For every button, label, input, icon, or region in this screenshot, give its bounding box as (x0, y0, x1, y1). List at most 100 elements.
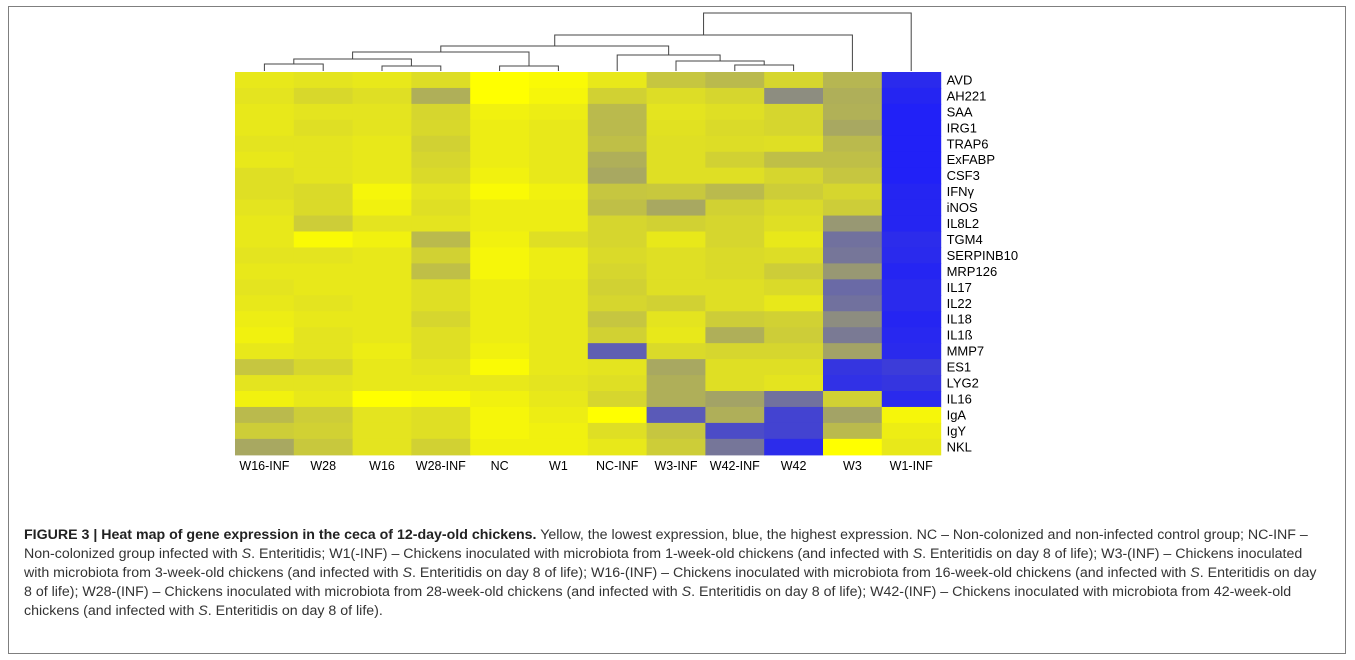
heatmap-cell-IL8L2-W3-INF (646, 215, 706, 233)
heatmap-cell-iNOS-W42-INF (705, 199, 765, 217)
heatmap-cell-IL1ß-W1-INF (881, 327, 942, 344)
heatmap-cell-MRP126-W3 (823, 263, 883, 280)
heatmap-cell-IL16-W3-INF (646, 391, 706, 408)
heatmap-cell-IL1ß-W3-INF (646, 327, 706, 344)
heatmap-cell-NKL-W28-INF (411, 438, 471, 456)
heatmap-cell-IgA-NC-INF (587, 406, 648, 424)
heatmap-cell-NKL-W1-INF (881, 438, 942, 456)
heatmap-cell-TGM4-W3 (823, 231, 883, 249)
heatmap-cell-IL18-W16 (352, 311, 412, 328)
column-label-NC-INF: NC-INF (596, 459, 639, 473)
heatmap-cell-IL18-NC (470, 311, 530, 328)
heatmap-cell-IL8L2-W42-INF (705, 215, 765, 233)
heatmap-cell-ExFABP-W1-INF (881, 151, 942, 169)
heatmap-cell-NKL-W3 (823, 438, 883, 456)
heatmap-cell-IL16-NC-INF (587, 391, 648, 408)
heatmap-cell-ExFABP-W3-INF (646, 151, 706, 169)
caption-segment: S (402, 565, 412, 581)
heatmap-cell-IFNγ-NC (470, 183, 530, 201)
heatmap-cell-AVD-NC (470, 72, 530, 89)
heatmap-cell-ES1-W3-INF (646, 359, 706, 376)
caption-title: FIGURE 3 | Heat map of gene expression i… (24, 527, 537, 543)
heatmap-cell-TGM4-W42-INF (705, 231, 765, 249)
heatmap-cell-NKL-NC-INF (587, 438, 648, 456)
heatmap-cell-MRP126-W1 (529, 263, 589, 280)
heatmap-cell-MMP7-NC-INF (587, 343, 648, 360)
heatmap-cell-NKL-W16 (352, 438, 412, 456)
heatmap-cell-LYG2-NC-INF (587, 375, 648, 392)
dendro-link-7 (675, 60, 765, 71)
heatmap-cell-LYG2-W42-INF (705, 375, 765, 392)
heatmap-cell-MRP126-W28-INF (411, 263, 471, 280)
heatmap-cell-ES1-W28 (293, 359, 354, 376)
heatmap-cell-IL17-W16 (352, 279, 412, 296)
row-label-IL18: IL18 (947, 312, 972, 327)
heatmap-cell-IgA-W1 (529, 406, 589, 424)
heatmap-cell-IL8L2-W16-INF (235, 215, 295, 233)
heatmap-cell-CSF3-W3-INF (646, 167, 706, 185)
heatmap-cell-CSF3-W28 (293, 167, 354, 185)
heatmap-cell-MRP126-W3-INF (646, 263, 706, 280)
heatmap-cell-IgA-W3-INF (646, 406, 706, 424)
heatmap-cell-IL8L2-NC (470, 215, 530, 233)
caption-segment: . Enteritidis on day 8 of life); W28-(IN… (24, 565, 1317, 600)
column-label-W28: W28 (310, 459, 336, 473)
heatmap-cell-IL18-NC-INF (587, 311, 648, 328)
heatmap-cell-IL22-W1 (529, 295, 589, 312)
heatmap-cell-ExFABP-NC (470, 151, 530, 169)
heatmap-cell-IgA-W16 (352, 406, 412, 424)
heatmap-cell-IL22-W16-INF (235, 295, 295, 312)
row-label-NKL: NKL (947, 439, 972, 454)
heatmap-cell-IFNγ-W16 (352, 183, 412, 201)
heatmap-cell-IL22-W3 (823, 295, 883, 312)
heatmap-cell-SERPINB10-W16-INF (235, 247, 295, 264)
heatmap-cell-LYG2-W1 (529, 375, 589, 392)
heatmap-cell-AVD-W3-INF (646, 72, 706, 89)
row-label-TGM4: TGM4 (947, 232, 983, 247)
heatmap-cell-IL18-W1-INF (881, 311, 942, 328)
heatmap-cell-IgA-NC (470, 406, 530, 424)
heatmap-cell-IL22-W42-INF (705, 295, 765, 312)
heatmap-cell-CSF3-W1-INF (881, 167, 942, 185)
heatmap-cell-AVD-W16-INF (235, 72, 295, 89)
dendro-link-8 (616, 54, 721, 71)
column-label-NC: NC (491, 459, 509, 473)
heatmap-cell-CSF3-NC (470, 167, 530, 185)
dendro-link-10 (554, 34, 853, 71)
heatmap-cell-SERPINB10-W16 (352, 247, 412, 264)
heatmap-cell-NKL-W3-INF (646, 438, 706, 456)
heatmap-cell-CSF3-NC-INF (587, 167, 648, 185)
row-label-IL17: IL17 (947, 280, 972, 295)
heatmap-cell-AH221-W16 (352, 87, 412, 105)
row-label-ExFABP: ExFABP (947, 152, 995, 167)
heatmap-cell-IL16-W42-INF (705, 391, 765, 408)
heatmap-cell-IRG1-W42 (764, 119, 824, 137)
column-label-W42-INF: W42-INF (710, 459, 760, 473)
heatmap-cell-AH221-W28-INF (411, 87, 471, 105)
heatmap-cell-MMP7-W16 (352, 343, 412, 360)
heatmap-cell-SAA-W28-INF (411, 103, 471, 121)
heatmap-cell-ES1-W42 (764, 359, 824, 376)
heatmap-cell-CSF3-W28-INF (411, 167, 471, 185)
heatmap-cell-ExFABP-W16-INF (235, 151, 295, 169)
heatmap-cell-MRP126-NC-INF (587, 263, 648, 280)
heatmap-cell-ES1-NC-INF (587, 359, 648, 376)
heatmap-cell-AVD-W1-INF (881, 72, 942, 89)
caption-segment: . Enteritidis on day 8 of life); W3-(INF… (24, 546, 1303, 581)
caption-segment: S (198, 603, 208, 619)
heatmap-cell-IRG1-W1-INF (881, 119, 942, 137)
row-label-AVD: AVD (947, 73, 973, 88)
heatmap-cell-MMP7-NC (470, 343, 530, 360)
heatmap-cell-SAA-NC (470, 103, 530, 121)
heatmap-cell-IL16-W16 (352, 391, 412, 408)
heatmap-cell-SAA-W16-INF (235, 103, 295, 121)
heatmap-cell-SERPINB10-W28-INF (411, 247, 471, 264)
row-label-IRG1: IRG1 (947, 120, 977, 135)
heatmap-cell-IL16-W3 (823, 391, 883, 408)
row-label-IL8L2: IL8L2 (947, 216, 980, 231)
heatmap-cell-iNOS-W3-INF (646, 199, 706, 217)
heatmap-cell-IL1ß-NC (470, 327, 530, 344)
heatmap-cell-TRAP6-W3 (823, 135, 883, 153)
heatmap-cell-MMP7-W3 (823, 343, 883, 360)
row-label-SERPINB10: SERPINB10 (947, 248, 1019, 263)
